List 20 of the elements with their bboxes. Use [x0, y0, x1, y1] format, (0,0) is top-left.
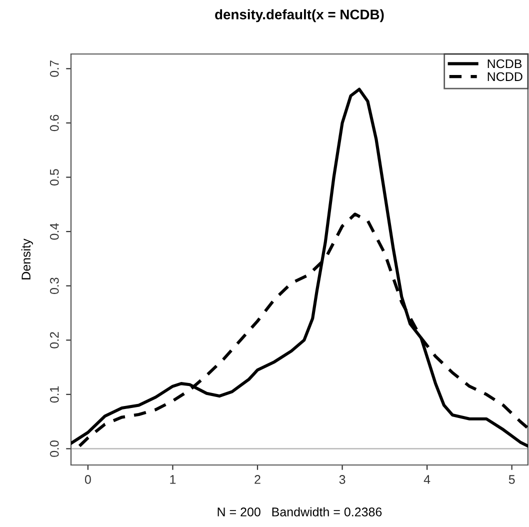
legend-label: NCDD: [488, 72, 522, 82]
legend-label: NCDB: [488, 59, 522, 68]
x-tick-label: 1: [170, 475, 176, 484]
y-tick-label: 0.6: [50, 114, 59, 132]
x-tick-label: 5: [508, 475, 515, 484]
x-tick-label: 3: [339, 475, 346, 484]
y-tick-label: 0.0: [50, 440, 59, 457]
x-tick-label: 4: [424, 475, 430, 484]
y-tick-label: 0.2: [50, 332, 59, 348]
y-axis-title: Density: [21, 238, 33, 280]
line-series: [71, 88, 528, 448]
x-tick-label: 2: [254, 475, 260, 484]
y-tick-label: 0.4: [50, 223, 59, 240]
y-tick-label: 0.7: [50, 60, 59, 77]
y-tick-label: 0.3: [50, 278, 59, 294]
x-tick-label: 0: [84, 475, 91, 484]
y-tick-label: 0.1: [50, 386, 59, 403]
x-axis-title: N = 200 Bandwidth = 0.2386: [218, 507, 382, 516]
chart-title: density.default(x = NCDB): [215, 9, 384, 22]
y-tick-label: 0.5: [50, 169, 59, 186]
